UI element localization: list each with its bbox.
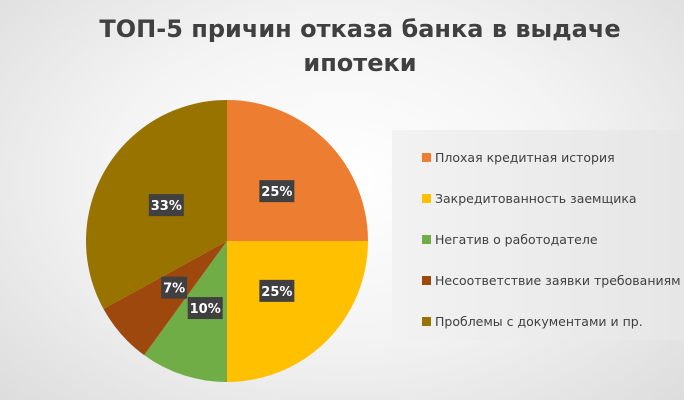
data-label-box	[187, 297, 223, 320]
data-label-text: 25%	[261, 285, 292, 300]
data-label: 33%	[148, 194, 184, 217]
data-label-box	[259, 279, 295, 302]
legend-label: Закредитованность заемщика	[435, 191, 637, 206]
legend-item: Несоответствие заявки требованиям	[422, 273, 681, 288]
legend: Плохая кредитная история Закредитованност…	[392, 130, 684, 340]
data-label-text: 10%	[190, 302, 221, 317]
legend-swatch	[422, 153, 431, 162]
legend-swatch	[422, 317, 431, 326]
data-label-box	[161, 276, 188, 299]
legend-item: Проблемы с документами и пр.	[422, 314, 643, 329]
legend-label: Несоответствие заявки требованиям	[435, 273, 681, 288]
data-label: 25%	[259, 279, 295, 302]
legend-swatch	[422, 235, 431, 244]
data-label-text: 33%	[151, 199, 182, 214]
legend-item: Закредитованность заемщика	[422, 191, 637, 206]
pie-slice	[144, 241, 227, 382]
data-label-text: 25%	[261, 185, 292, 200]
chart-title: ТОП-5 причин отказа банка в выдаче ипоте…	[99, 15, 621, 77]
data-label-text: 7%	[163, 282, 185, 297]
pie-slice	[227, 241, 368, 382]
data-label: 10%	[187, 297, 223, 320]
data-label: 7%	[161, 276, 188, 299]
legend-item: Негатив о работодателе	[422, 232, 598, 247]
pie-slice	[227, 100, 368, 241]
legend-item: Плохая кредитная история	[422, 150, 615, 165]
legend-label: Проблемы с документами и пр.	[435, 314, 643, 329]
data-label: 25%	[259, 180, 295, 203]
data-label-box	[259, 180, 295, 203]
legend-swatch	[422, 276, 431, 285]
legend-swatch	[422, 194, 431, 203]
legend-label: Плохая кредитная история	[435, 150, 615, 165]
legend-label: Негатив о работодателе	[435, 232, 598, 247]
data-label-box	[148, 194, 184, 217]
